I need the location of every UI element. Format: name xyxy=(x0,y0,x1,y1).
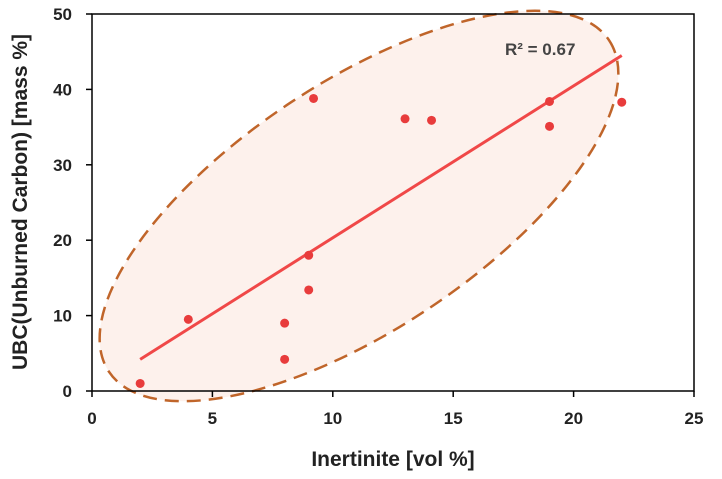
y-tick-label: 20 xyxy=(53,231,72,250)
data-point xyxy=(135,378,145,388)
data-point xyxy=(280,354,290,364)
x-tick-label: 0 xyxy=(87,409,96,428)
y-tick-label: 0 xyxy=(63,382,72,401)
data-point xyxy=(545,96,555,106)
data-point xyxy=(280,318,290,328)
data-point xyxy=(400,114,410,124)
y-axis-ticks: 0 10 20 30 40 50 xyxy=(53,5,92,401)
data-point xyxy=(304,250,314,260)
y-tick-label: 50 xyxy=(53,5,72,24)
data-points xyxy=(135,93,627,388)
x-tick-label: 10 xyxy=(323,409,342,428)
cluster-ellipse xyxy=(98,9,620,403)
x-axis-ticks: 0 5 10 15 20 25 xyxy=(87,391,703,428)
plot-area-frame xyxy=(91,13,695,392)
data-point xyxy=(617,97,627,107)
x-tick-label: 20 xyxy=(564,409,583,428)
y-tick-label: 10 xyxy=(53,307,72,326)
x-tick-label: 15 xyxy=(444,409,463,428)
data-point xyxy=(183,314,193,324)
x-tick-label: 5 xyxy=(208,409,217,428)
x-tick-label: 25 xyxy=(685,409,704,428)
data-point xyxy=(304,285,314,295)
y-tick-label: 40 xyxy=(53,80,72,99)
data-point xyxy=(309,93,319,103)
data-point xyxy=(427,115,437,125)
x-axis-title: Inertinite [vol %] xyxy=(311,448,474,471)
r-squared-annotation: R² = 0.67 xyxy=(505,40,575,59)
y-axis-title: UBC(Unburned Carbon) [mass %] xyxy=(9,34,32,370)
trendline xyxy=(139,54,623,361)
y-tick-label: 30 xyxy=(53,156,72,175)
data-point xyxy=(545,121,555,131)
